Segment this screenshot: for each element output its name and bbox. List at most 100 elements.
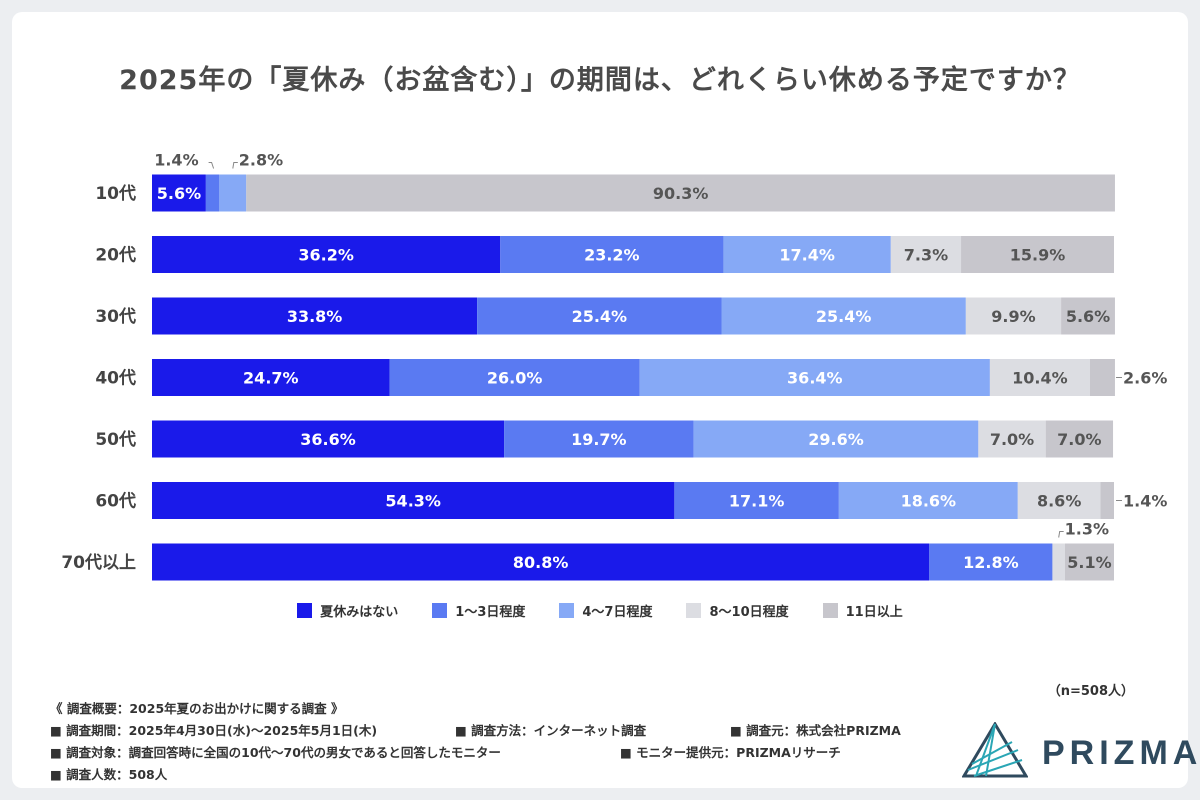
bar-segment	[1061, 297, 1115, 335]
bar-segment	[152, 543, 930, 581]
legend-item: 夏休みはない	[297, 601, 398, 620]
data-label: 23.2%	[584, 246, 640, 265]
data-label: 5.6%	[157, 184, 201, 203]
legend-label: 11日以上	[845, 605, 903, 620]
legend-swatch	[297, 603, 313, 618]
data-label: 5.1%	[1067, 553, 1111, 572]
legend-swatch	[686, 603, 702, 618]
notes-count: ■ 調査人数：508人	[50, 767, 168, 782]
prizma-mark-icon	[961, 721, 1029, 778]
data-label: 8.6%	[1037, 492, 1081, 511]
data-label: 2.8%	[239, 151, 283, 170]
category-label: 20代	[95, 245, 136, 266]
data-label: 1.4%	[154, 151, 198, 170]
data-label: 26.0%	[487, 369, 543, 388]
notes-method: ■ 調査方法：インターネット調査	[455, 723, 647, 738]
legend-label: 夏休みはない	[320, 605, 399, 620]
legend-item: 8〜10日程度	[686, 601, 789, 620]
legend-swatch	[432, 603, 448, 618]
data-label: 17.1%	[729, 492, 785, 511]
bar-segment	[152, 174, 206, 212]
category-label: 30代	[95, 306, 136, 327]
sample-size: （n=508人）	[1047, 684, 1134, 699]
bar-segment	[152, 297, 478, 335]
prizma-logo: PRIZMA	[961, 721, 1197, 782]
card-background	[12, 12, 1188, 788]
bar-segment	[152, 236, 501, 273]
bar-segment	[152, 359, 390, 396]
legend-label: 1〜3日程度	[455, 605, 526, 620]
category-label: 60代	[95, 491, 136, 512]
data-label: 36.4%	[787, 369, 843, 388]
bar-segment	[674, 482, 839, 519]
bar-segment	[838, 482, 1018, 519]
data-label: 7.0%	[1057, 430, 1101, 449]
data-label: 25.4%	[816, 307, 872, 326]
data-label: 36.2%	[298, 246, 354, 265]
data-label: 24.7%	[243, 369, 299, 388]
callout-line	[1058, 531, 1064, 538]
bar-segment	[1064, 543, 1114, 581]
bar-segment	[723, 236, 891, 273]
data-label: 80.8%	[513, 553, 569, 572]
category-label: 70代以上	[61, 552, 136, 573]
data-label: 10.4%	[1012, 369, 1068, 388]
bar-segment	[1089, 359, 1115, 396]
bar-segment	[929, 543, 1053, 581]
bar-segment	[890, 236, 962, 273]
bar-segment	[152, 482, 675, 519]
data-label: 17.4%	[779, 246, 835, 265]
bar-segment	[961, 236, 1114, 273]
bar-segment	[639, 359, 990, 396]
bar-segment	[246, 174, 1115, 212]
legend-swatch	[822, 603, 838, 618]
bar-segment	[500, 236, 724, 273]
bar-segment	[965, 297, 1062, 335]
bar-segment	[978, 420, 1046, 458]
bar-segment	[989, 359, 1090, 396]
notes-period: ■ 調査期間：2025年4月30日(水)〜2025年5月1日(木)	[50, 723, 378, 738]
bar-segment	[219, 174, 247, 212]
data-label: 2.6%	[1123, 369, 1167, 388]
bar-segment	[721, 297, 966, 335]
data-label: 33.8%	[287, 307, 343, 326]
data-label: 90.3%	[653, 184, 709, 203]
data-label: 54.3%	[385, 492, 441, 511]
data-label: 19.7%	[571, 430, 627, 449]
legend-item: 1〜3日程度	[432, 601, 525, 620]
data-label: 1.3%	[1065, 520, 1109, 539]
data-label: 7.0%	[990, 430, 1034, 449]
legend-label: 8〜10日程度	[709, 605, 789, 620]
category-label: 10代	[95, 183, 136, 204]
bar-segment	[693, 420, 979, 458]
data-label: 1.4%	[1123, 492, 1167, 511]
bar-segment	[504, 420, 694, 458]
data-label: 15.9%	[1010, 246, 1066, 265]
legend-swatch	[559, 603, 575, 618]
bar-segment	[1100, 482, 1114, 519]
category-label: 40代	[95, 368, 136, 389]
bar-segment	[1045, 420, 1114, 458]
notes-provider: ■ モニター提供元：PRIZMAリサーチ	[620, 745, 841, 760]
legend-item: 11日以上	[822, 601, 903, 620]
data-label: 9.9%	[991, 307, 1035, 326]
notes-source: ■ 調査元：株式会社PRIZMA	[730, 723, 901, 738]
bar-segment	[389, 359, 640, 396]
data-label: 7.3%	[904, 246, 948, 265]
logo-text: PRIZMA	[1042, 734, 1200, 772]
data-label: 5.6%	[1066, 307, 1110, 326]
data-label: 12.8%	[963, 553, 1019, 572]
notes-target: ■ 調査対象：調査回答時に全国の10代〜70代の男女であると回答したモニター	[50, 745, 501, 760]
chart-legend: 夏休みはない 1〜3日程度 4〜7日程度 8〜10日程度 11日以上	[0, 601, 1200, 620]
callout-line	[208, 162, 215, 169]
bar-segment	[205, 174, 220, 212]
data-label: 25.4%	[572, 307, 628, 326]
data-label: 18.6%	[901, 492, 957, 511]
bar-segment	[1017, 482, 1101, 519]
legend-item: 4〜7日程度	[559, 601, 652, 620]
data-label: 29.6%	[808, 430, 864, 449]
callout-line	[232, 162, 238, 169]
bar-segment	[477, 297, 722, 335]
bar-segment	[1052, 543, 1065, 581]
